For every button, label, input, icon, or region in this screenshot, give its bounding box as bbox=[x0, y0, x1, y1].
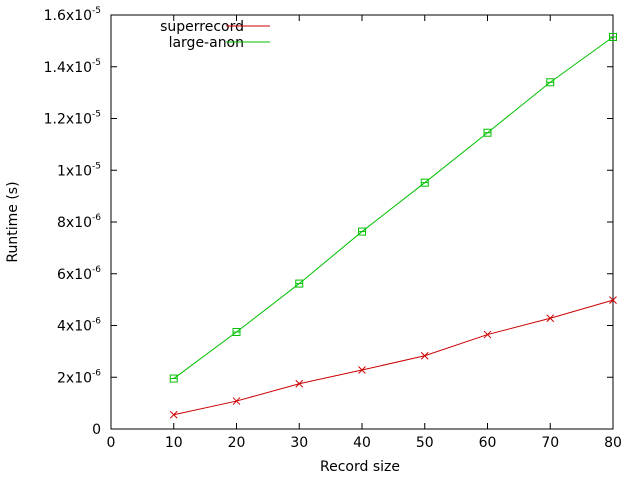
y-tick-mantissa: 1.4x10 bbox=[44, 60, 92, 76]
series-layer bbox=[169, 32, 617, 419]
y-tick-mantissa: 0 bbox=[92, 422, 101, 438]
x-tick-label: 0 bbox=[107, 435, 116, 451]
y-tick-exponent: -5 bbox=[92, 161, 101, 171]
x-tick-label: 50 bbox=[416, 435, 434, 451]
y-tick-mantissa: 2x10 bbox=[57, 370, 92, 386]
y-tick-exponent: -6 bbox=[92, 368, 101, 378]
y-tick-label: 1.2x10-5 bbox=[44, 110, 101, 128]
data-point bbox=[483, 330, 492, 339]
x-tick-label: 10 bbox=[165, 435, 183, 451]
y-tick-label: 1x10-5 bbox=[57, 161, 101, 179]
y-tick-label: 8x10-6 bbox=[57, 213, 101, 231]
legend-label: superrecord bbox=[160, 19, 244, 35]
y-tick-mantissa: 4x10 bbox=[57, 319, 92, 335]
x-tick-label: 60 bbox=[479, 435, 497, 451]
y-tick-label: 2x10-6 bbox=[57, 368, 101, 386]
data-point bbox=[169, 410, 178, 419]
data-point bbox=[609, 296, 617, 304]
x-tick-label: 40 bbox=[353, 435, 371, 451]
y-tick-label: 0 bbox=[92, 422, 101, 438]
y-tick-label: 1.6x10-5 bbox=[44, 6, 101, 24]
y-tick-label: 4x10-6 bbox=[57, 317, 101, 335]
data-point bbox=[420, 351, 429, 360]
y-tick-exponent: -5 bbox=[92, 58, 101, 68]
y-tick-mantissa: 8x10 bbox=[57, 215, 92, 231]
y-tick-exponent: -5 bbox=[92, 110, 101, 120]
x-axis-label: Record size bbox=[320, 459, 400, 475]
x-tick-label: 20 bbox=[228, 435, 246, 451]
x-axis: 0 10 20 30 40 50 60 70 80 bbox=[107, 15, 622, 451]
data-point bbox=[546, 314, 555, 323]
y-tick-label: 6x10-6 bbox=[57, 265, 101, 283]
series-superrecord bbox=[169, 296, 617, 419]
y-tick-mantissa: 6x10 bbox=[57, 267, 92, 283]
series-line bbox=[173, 36, 614, 379]
y-axis-label: Runtime (s) bbox=[5, 181, 21, 262]
plot-area bbox=[110, 14, 614, 430]
y-tick-mantissa: 1x10 bbox=[57, 163, 92, 179]
y-tick-exponent: -6 bbox=[92, 213, 101, 223]
y-tick-mantissa: 1.2x10 bbox=[44, 112, 92, 128]
series-large-anon bbox=[169, 32, 617, 383]
y-tick-exponent: -6 bbox=[92, 265, 101, 275]
y-tick-label: 1.4x10-5 bbox=[44, 58, 101, 76]
legend-label: large-anon bbox=[169, 35, 244, 51]
y-tick-exponent: -6 bbox=[92, 317, 101, 327]
y-tick-exponent: -5 bbox=[92, 6, 101, 16]
y-axis: 02x10-64x10-66x10-68x10-61x10-51.2x10-51… bbox=[44, 6, 613, 438]
data-point bbox=[295, 379, 304, 388]
x-tick-label: 70 bbox=[541, 435, 559, 451]
x-tick-label: 80 bbox=[604, 435, 622, 451]
x-tick-label: 30 bbox=[290, 435, 308, 451]
y-tick-mantissa: 1.6x10 bbox=[44, 8, 92, 24]
data-point bbox=[358, 366, 366, 374]
data-point bbox=[232, 397, 241, 405]
series-line bbox=[173, 299, 614, 416]
